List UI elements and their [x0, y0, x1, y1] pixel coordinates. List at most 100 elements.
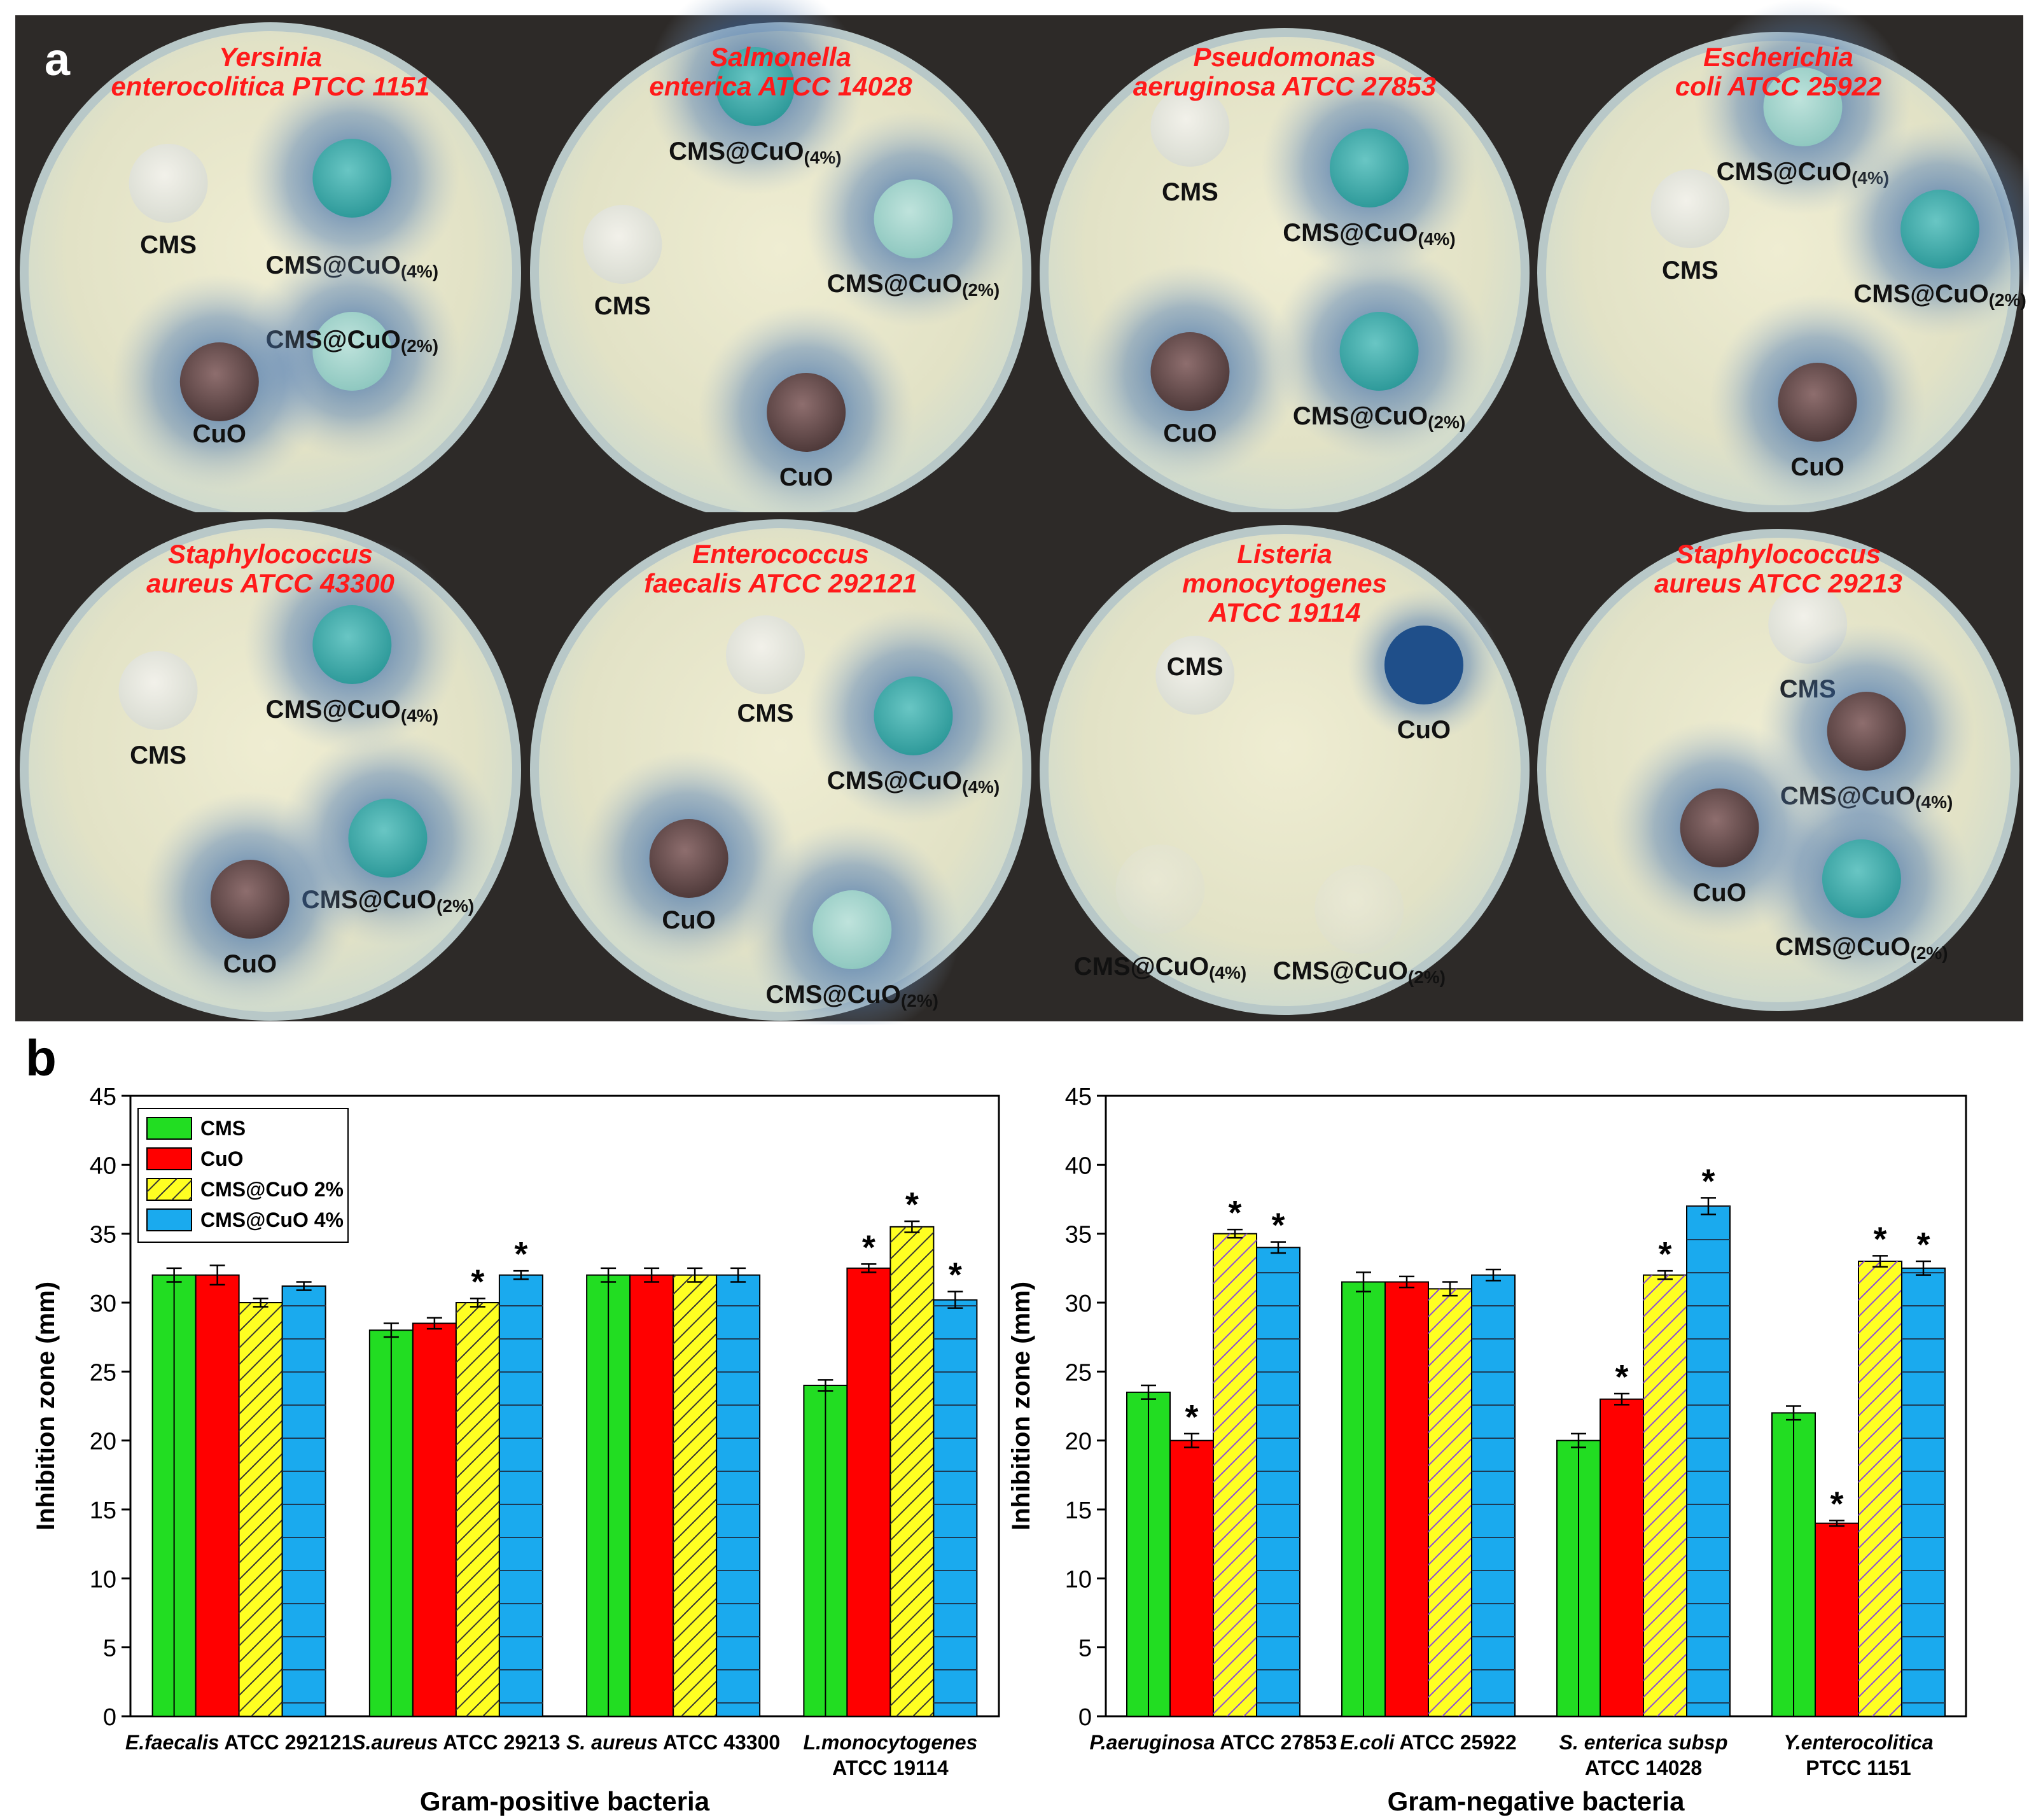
significance-asterisk: *	[905, 1186, 919, 1224]
sample-disc	[1339, 312, 1419, 391]
sample-disc	[1329, 129, 1409, 207]
y-tick-label: 20	[90, 1429, 116, 1455]
bar-hatch	[1428, 1289, 1472, 1716]
disc-label: CuO	[1397, 716, 1451, 744]
legend-swatch-hatch	[147, 1179, 192, 1200]
sample-disc	[1155, 636, 1235, 715]
significance-asterisk: *	[1916, 1226, 1930, 1264]
disc-label: CMS	[594, 292, 651, 320]
significance-asterisk: *	[949, 1256, 962, 1294]
sample-disc	[1827, 692, 1906, 771]
agar-plate: CMS@CuO(4%)CMSCMS@CuO(2%)CuOEscherichiac…	[1533, 0, 2029, 524]
bar-hatch	[282, 1286, 326, 1716]
bar-hatch	[499, 1275, 543, 1716]
x-tick-label-line2: ATCC 14028	[1585, 1756, 1702, 1779]
plate-title: Salmonella	[710, 42, 851, 72]
plate-title: ATCC 19114	[1208, 598, 1361, 627]
plate-title: aeruginosa ATCC 27853	[1133, 71, 1436, 101]
significance-asterisk: *	[1271, 1207, 1285, 1245]
plot-frame	[129, 1095, 1000, 1718]
x-tick-label: Y.enterocolitica	[1783, 1731, 1933, 1754]
plate-title: enterica ATCC 14028	[649, 71, 912, 101]
legend-label: CMS@CuO 4%	[200, 1208, 344, 1231]
bar-hatch	[1257, 1247, 1300, 1716]
disc-label: CMS@CuO(2%)	[827, 270, 1000, 300]
agar-plate: CMS@CuO(4%) CMS CMS@CuO(2%) CuO Salmonellaen…	[526, 0, 1036, 524]
plate-title: Escherichia	[1703, 42, 1853, 72]
bar-hatch	[1643, 1275, 1687, 1716]
panel-a-letter: a	[45, 34, 71, 85]
disc-label: CMS@CuO(2%)	[1775, 933, 1948, 963]
disc-label: CuO	[662, 906, 715, 934]
significance-asterisk: *	[1701, 1162, 1715, 1200]
x-tick-label: S. enterica subsp	[1559, 1731, 1728, 1754]
bar-hatch	[1472, 1275, 1515, 1716]
disc-label: CMS@CuO(2%)	[1853, 280, 2026, 310]
sample-disc	[348, 799, 428, 878]
sample-disc	[812, 890, 892, 969]
legend-label: CMS@CuO 2%	[200, 1178, 344, 1201]
x-tick-label: S.aureus ATCC 29213	[352, 1731, 560, 1754]
significance-asterisk: *	[471, 1263, 484, 1301]
disc-label: CMS@CuO(4%)	[827, 767, 1000, 797]
sample-disc	[767, 373, 846, 452]
bar-hatch	[673, 1275, 717, 1716]
significance-asterisk: *	[1873, 1220, 1886, 1258]
disc-label: CuO	[1790, 453, 1844, 481]
bar-hatch	[239, 1303, 282, 1716]
plate-title: monocytogenes	[1182, 568, 1387, 598]
legend-label: CuO	[200, 1147, 244, 1170]
bar-hatch	[933, 1299, 977, 1716]
agar-plate: CMSCMS@CuO(4%)CMS@CuO(2%)CuOStaphylococc…	[15, 512, 526, 1021]
y-tick-label: 5	[103, 1635, 116, 1662]
disc-label: CuO	[223, 950, 277, 978]
disc-label: CMS	[1167, 653, 1224, 681]
bar	[195, 1274, 240, 1717]
y-tick-label: 35	[1065, 1222, 1092, 1249]
disc-label: CuO	[1692, 879, 1746, 907]
y-tick-label: 40	[1065, 1152, 1092, 1179]
significance-asterisk: *	[1228, 1194, 1241, 1232]
sample-disc	[1680, 788, 1759, 867]
plate-title: coli ATCC 25922	[1675, 71, 1881, 101]
plate-title: Staphylococcus	[168, 539, 373, 569]
disc-label: CMS	[737, 699, 793, 727]
disc-label: CuO	[193, 420, 246, 448]
y-tick-label: 10	[1065, 1566, 1092, 1593]
chart-gram-negative: 0 5 10 15 20 25 30 35 40 45 Inhibition zone (mm) * *…	[1007, 1084, 1967, 1816]
legend-swatch	[146, 1117, 192, 1140]
legend-swatch-hatch	[147, 1209, 192, 1231]
x-tick-label: P.aeruginosa ATCC 27853	[1090, 1731, 1337, 1754]
sample-disc	[1115, 844, 1205, 934]
chart-gram-positive: 0 5 10 15 20 25 30 35 40 45 Inhibition zone (mm) E.…	[32, 1084, 1000, 1816]
x-tick-label-line2: PTCC 1151	[1806, 1756, 1911, 1779]
y-tick-label: 10	[90, 1566, 116, 1593]
bar-hatch	[1902, 1268, 1945, 1716]
bar-hatch	[1213, 1233, 1257, 1716]
y-tick-label: 0	[1078, 1704, 1092, 1731]
plate-title: Listeria	[1237, 539, 1332, 569]
bar	[1815, 1522, 1859, 1718]
x-axis-title: Gram-positive bacteria	[420, 1786, 710, 1816]
bar-charts-panel: b 0 5 10 15 20 25 30 35 40 45 Inhibition zone (mm)…	[25, 1030, 1967, 1816]
y-tick-label: 20	[1065, 1429, 1092, 1455]
x-tick-label: E.faecalis ATCC 292121	[125, 1731, 353, 1754]
x-tick-label-line2: ATCC 19114	[832, 1756, 949, 1779]
sample-disc	[874, 179, 953, 258]
y-tick-label: 15	[1065, 1497, 1092, 1524]
bar	[1600, 1398, 1644, 1718]
sample-disc	[1763, 67, 1843, 146]
significance-asterisk: *	[514, 1235, 527, 1273]
y-tick-label: 30	[90, 1291, 116, 1317]
bar	[1169, 1439, 1214, 1718]
sample-disc	[129, 144, 208, 223]
sample-disc	[312, 312, 392, 391]
disc-label: CMS@CuO(4%)	[266, 696, 438, 725]
y-tick-label: 35	[90, 1222, 116, 1249]
plate-title: aureus ATCC 43300	[146, 568, 394, 598]
sample-disc	[1900, 190, 1980, 269]
bar	[412, 1322, 457, 1717]
plate-title: enterocolitica PTCC 1151	[111, 71, 429, 101]
x-tick-label: S. aureus ATCC 43300	[566, 1731, 780, 1754]
sample-disc	[1778, 363, 1857, 442]
